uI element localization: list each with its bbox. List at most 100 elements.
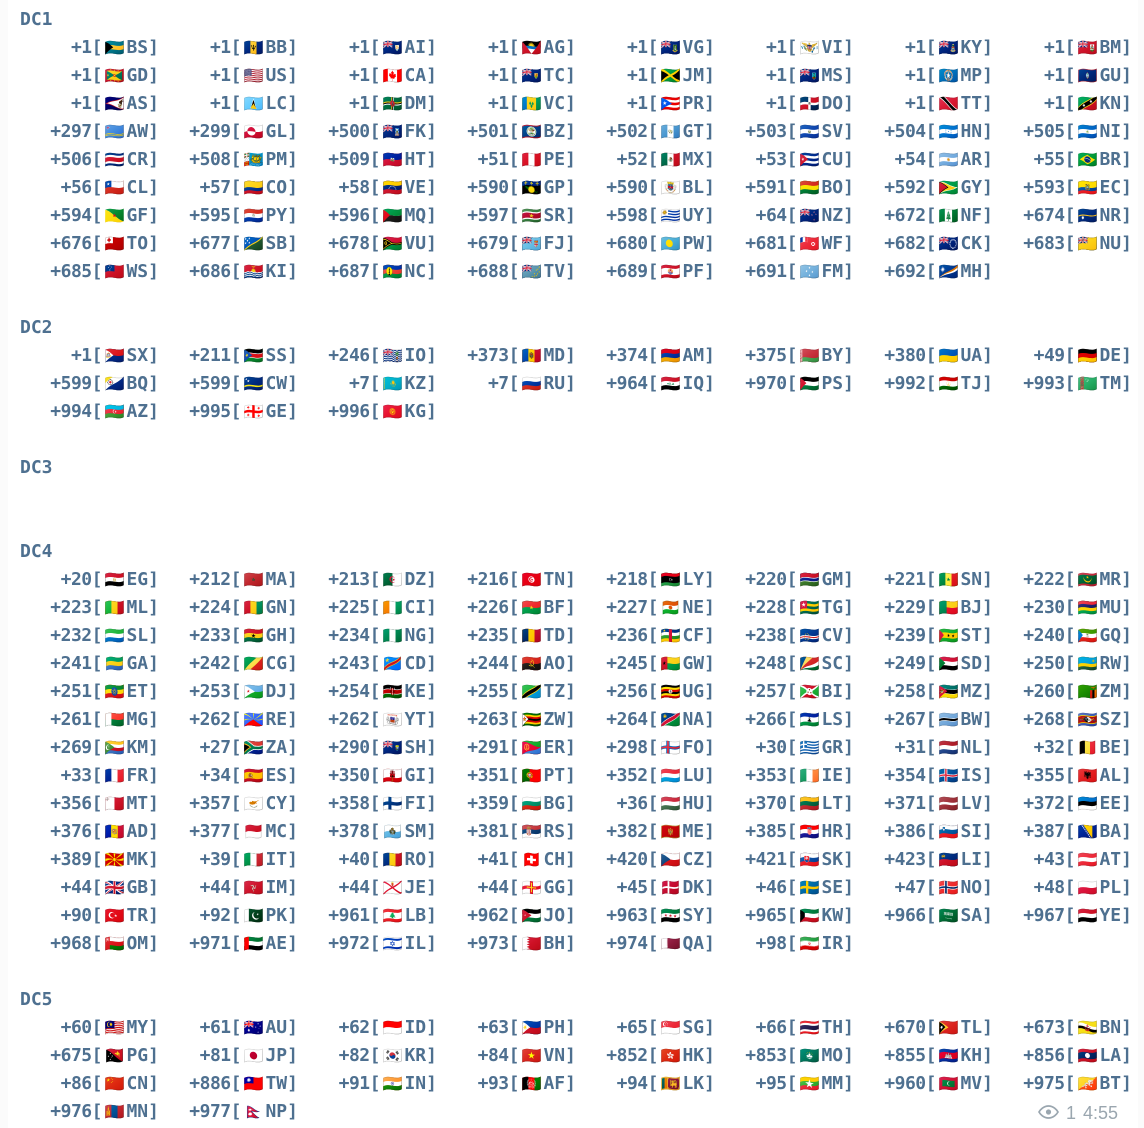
country-code: ET: [126, 681, 149, 702]
country-flag-icon: 🇨🇴: [243, 178, 264, 197]
country-code: IN: [404, 1073, 427, 1094]
country-code: BZ: [543, 121, 566, 142]
open-bracket: [: [369, 933, 381, 954]
open-bracket: [: [91, 653, 103, 674]
country-code: ER: [543, 737, 566, 758]
country-code: BA: [1099, 821, 1122, 842]
country-flag-icon: 🇿🇲: [1077, 682, 1098, 701]
dial-code: +420: [606, 849, 648, 870]
dial-code-entry: +66[🇹🇭 TH]: [715, 1014, 854, 1042]
close-bracket: ]: [843, 765, 854, 786]
open-bracket: [: [508, 65, 520, 86]
dial-code: +595: [189, 205, 231, 226]
dial-code: +230: [1023, 597, 1065, 618]
open-bracket: [: [786, 93, 798, 114]
open-bracket: [: [647, 821, 659, 842]
dial-code: +250: [1023, 653, 1065, 674]
country-flag-icon: 🇲🇷: [1077, 570, 1098, 589]
country-code: DK: [682, 877, 705, 898]
open-bracket: [: [786, 373, 798, 394]
dial-code: +218: [606, 569, 648, 590]
open-bracket: [: [647, 93, 659, 114]
dial-code-entry: +39[🇮🇹 IT]: [159, 846, 298, 874]
country-code: PG: [126, 1045, 149, 1066]
dial-code-grid: +20[🇪🇬 EG] +212[🇲🇦 MA] +213[🇩🇿 DZ] +216[🇹🇳 TN] +…: [20, 566, 1132, 958]
country-flag-icon: 🇬🇬: [521, 878, 542, 897]
open-bracket: [: [925, 345, 937, 366]
country-code: JP: [265, 1045, 288, 1066]
open-bracket: [: [230, 597, 242, 618]
country-code: TZ: [543, 681, 566, 702]
dial-code: +240: [1023, 625, 1065, 646]
open-bracket: [: [508, 709, 520, 730]
close-bracket: ]: [982, 821, 993, 842]
dial-code-entry: +7[🇰🇿 KZ]: [298, 370, 437, 398]
open-bracket: [: [786, 261, 798, 282]
country-code: MU: [1099, 597, 1122, 618]
dial-code: +354: [884, 765, 926, 786]
dial-code: +91: [338, 1073, 371, 1094]
dial-code-entry: +1[🇧🇸 BS]: [20, 34, 159, 62]
dial-code: +376: [50, 821, 92, 842]
country-flag-icon: 🇳🇴: [938, 878, 959, 897]
dial-code: +1: [626, 65, 648, 86]
dial-code-entry: +1[🇵🇷 PR]: [576, 90, 715, 118]
country-code: RW: [1099, 653, 1122, 674]
close-bracket: ]: [982, 37, 993, 58]
country-code: NZ: [821, 205, 844, 226]
dial-code-entry: +680[🇵🇼 PW]: [576, 230, 715, 258]
country-code: GG: [543, 877, 566, 898]
country-flag-icon: 🇸🇹: [938, 626, 959, 645]
country-flag-icon: 🇬🇵: [521, 178, 542, 197]
open-bracket: [: [91, 1045, 103, 1066]
open-bracket: [: [91, 793, 103, 814]
country-flag-icon: 🇳🇺: [1077, 234, 1098, 253]
dial-code: +965: [745, 905, 787, 926]
dial-code-entry: +235[🇹🇩 TD]: [437, 622, 576, 650]
open-bracket: [: [91, 177, 103, 198]
dial-code-entry: +255[🇹🇿 TZ]: [437, 678, 576, 706]
open-bracket: [: [369, 877, 381, 898]
dial-code: +236: [606, 625, 648, 646]
open-bracket: [: [647, 233, 659, 254]
dial-code-entry: +43[🇦🇹 AT]: [993, 846, 1132, 874]
country-flag-icon: 🇬🇹: [660, 122, 681, 141]
country-code: CG: [265, 653, 288, 674]
dial-code: +962: [467, 905, 509, 926]
open-bracket: [: [91, 373, 103, 394]
dial-code-entry: +357[🇨🇾 CY]: [159, 790, 298, 818]
open-bracket: [: [1064, 653, 1076, 674]
country-code: SM: [404, 821, 427, 842]
country-flag-icon: 🇲🇨: [243, 822, 264, 841]
country-flag-icon: 🇹🇩: [521, 626, 542, 645]
dial-code: +599: [189, 373, 231, 394]
dial-code-entry: +681[🇼🇫 WF]: [715, 230, 854, 258]
dial-code: +505: [1023, 121, 1065, 142]
dial-code: +84: [477, 1045, 510, 1066]
open-bracket: [: [1064, 373, 1076, 394]
country-flag-icon: 🇲🇩: [521, 346, 542, 365]
dial-code-entry: +84[🇻🇳 VN]: [437, 1042, 576, 1070]
open-bracket: [: [369, 65, 381, 86]
open-bracket: [: [1064, 625, 1076, 646]
dial-code-entry: +7[🇷🇺 RU]: [437, 370, 576, 398]
country-code: BM: [1099, 37, 1122, 58]
dial-code: +1: [1043, 37, 1065, 58]
dial-code-entry: +232[🇸🇱 SL]: [20, 622, 159, 650]
close-bracket: ]: [982, 177, 993, 198]
country-flag-icon: 🇵🇪: [521, 150, 542, 169]
dial-code: +590: [606, 177, 648, 198]
country-code: TM: [1099, 373, 1122, 394]
dial-code: +1: [70, 37, 92, 58]
open-bracket: [: [1064, 149, 1076, 170]
dial-code: +504: [884, 121, 926, 142]
dial-code-entry: +223[🇲🇱 ML]: [20, 594, 159, 622]
country-code: BW: [960, 709, 983, 730]
open-bracket: [: [369, 401, 381, 422]
country-code: SY: [682, 905, 705, 926]
open-bracket: [: [91, 905, 103, 926]
country-flag-icon: 🇪🇬: [104, 570, 125, 589]
country-flag-icon: 🇸🇸: [243, 346, 264, 365]
dial-code-entry: +994[🇦🇿 AZ]: [20, 398, 159, 426]
country-flag-icon: 🇮🇹: [243, 850, 264, 869]
